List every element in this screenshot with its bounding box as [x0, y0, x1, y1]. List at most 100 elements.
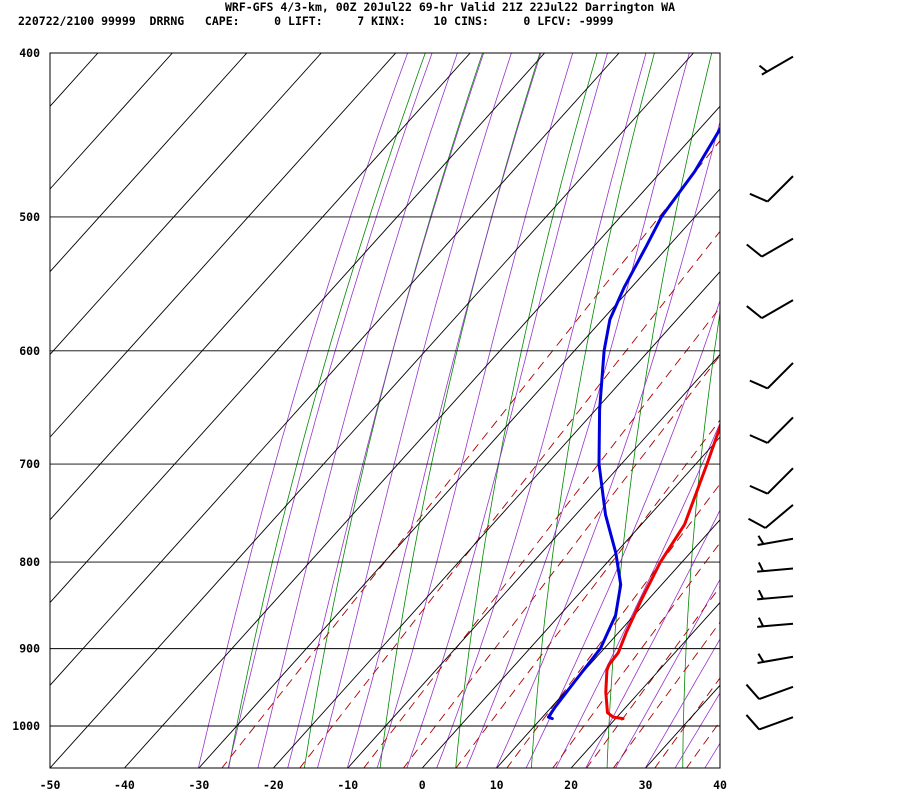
- barb-feather: [748, 517, 766, 529]
- barb-feather: [749, 192, 768, 203]
- x-tick-label: -50: [40, 778, 61, 792]
- sounding-series: [546, 126, 720, 721]
- moist-adiabat: [615, 578, 720, 768]
- y-tick-label: 700: [19, 457, 40, 471]
- dewpoint-profile: [546, 126, 720, 721]
- mixing-ratio-line: [299, 230, 720, 768]
- wind-barbs: [745, 55, 794, 731]
- y-tick-label: 900: [19, 642, 40, 656]
- isotherm: [347, 353, 720, 768]
- isotherm: [50, 53, 471, 521]
- wind-barb: [758, 55, 794, 76]
- isotherm: [50, 53, 322, 356]
- isotherm: [198, 188, 720, 768]
- x-tick-label: -20: [263, 778, 284, 792]
- barb-half-feather: [757, 562, 765, 572]
- barb-staff: [761, 237, 794, 258]
- isotherm: [50, 53, 620, 686]
- wind-barb: [746, 299, 794, 319]
- sounding-indices-line: 220722/2100 99999 DRRNG CAPE: 0 LIFT: 7 …: [18, 14, 614, 28]
- moist-adiabat: [317, 53, 512, 768]
- mixing-ratio-line: [654, 677, 720, 768]
- moist-adiabat: [674, 692, 720, 768]
- moist-adiabat: [197, 53, 409, 768]
- dry-adiabat: [304, 53, 484, 768]
- moist-adiabat: [466, 53, 690, 768]
- moist-adiabat: [585, 509, 720, 768]
- chart-title: WRF-GFS 4/3-km, 00Z 20Jul22 69-hr Valid …: [224, 0, 676, 14]
- x-tick-label: -30: [188, 778, 209, 792]
- wind-barb: [749, 175, 794, 203]
- dry-adiabat: [682, 309, 720, 768]
- moist-adiabat: [495, 120, 720, 768]
- barb-feather: [746, 243, 763, 258]
- isotherm: [719, 767, 720, 768]
- isotherm: [50, 53, 173, 190]
- isotherm: [0, 53, 24, 768]
- barb-feather: [749, 379, 768, 390]
- dry-adiabat: [606, 53, 713, 768]
- x-tick-label: -10: [337, 778, 358, 792]
- mixing-ratio-line: [221, 140, 720, 768]
- mixing-ratio-line: [402, 354, 720, 768]
- moist-adiabat: [227, 53, 433, 768]
- background-lines: [0, 44, 885, 769]
- wind-barb: [749, 362, 794, 390]
- y-tick-label: 800: [19, 555, 40, 569]
- wind-barb: [757, 653, 794, 664]
- barb-feather: [746, 305, 763, 319]
- dry-adiabat: [228, 53, 426, 768]
- wind-barb: [757, 617, 794, 628]
- moist-adiabat: [406, 53, 608, 768]
- wind-barb: [757, 535, 794, 547]
- x-tick-label: 40: [713, 778, 727, 792]
- wind-barb: [757, 562, 794, 573]
- x-tick-label: 20: [564, 778, 578, 792]
- y-tick-label: 600: [19, 344, 40, 358]
- barb-feather: [749, 434, 768, 444]
- plot-frame: [49, 52, 721, 769]
- barb-half-feather: [757, 535, 765, 545]
- barb-staff: [758, 685, 794, 701]
- mixing-ratio-line: [363, 306, 720, 768]
- dry-adiabat: [455, 53, 598, 768]
- isotherm: [496, 519, 720, 768]
- barb-feather: [745, 714, 760, 731]
- wind-barb: [749, 467, 794, 495]
- isotherm: [50, 53, 545, 604]
- x-tick-label: 0: [419, 778, 426, 792]
- barb-half-feather: [758, 64, 768, 73]
- tick-labels: 400 500 600 700 800 900 1000 -50 -40 -30 -20 -10 0 10…: [12, 46, 727, 792]
- barb-staff: [761, 299, 794, 319]
- moist-adiabat: [376, 53, 574, 768]
- wind-barb: [746, 237, 794, 258]
- barb-staff: [757, 655, 794, 664]
- isotherm: [50, 53, 248, 273]
- moist-adiabat: [436, 53, 647, 768]
- barb-staff: [766, 362, 794, 390]
- wind-barb: [745, 683, 794, 701]
- y-tick-label: 500: [19, 210, 40, 224]
- y-tick-label: 1000: [12, 719, 40, 733]
- barb-staff: [766, 467, 794, 495]
- dry-adiabat: [830, 44, 885, 769]
- moist-adiabat: [644, 638, 720, 768]
- x-tick-label: 10: [490, 778, 504, 792]
- barb-staff: [758, 716, 794, 731]
- moist-adiabat: [555, 422, 720, 768]
- grid-lines: [50, 52, 720, 727]
- moist-adiabat: [525, 299, 720, 768]
- barb-half-feather: [757, 617, 765, 627]
- barb-feather: [745, 683, 760, 700]
- barb-staff: [766, 416, 794, 444]
- mixing-ratio-line: [612, 621, 720, 768]
- mixing-ratio-line: [586, 586, 720, 768]
- isotherm: [570, 601, 720, 768]
- wind-barb: [745, 714, 794, 731]
- moist-adiabat: [257, 53, 458, 768]
- isotherm: [272, 271, 720, 768]
- barb-staff: [764, 504, 794, 529]
- isotherm: [50, 53, 694, 768]
- barb-staff: [757, 537, 794, 547]
